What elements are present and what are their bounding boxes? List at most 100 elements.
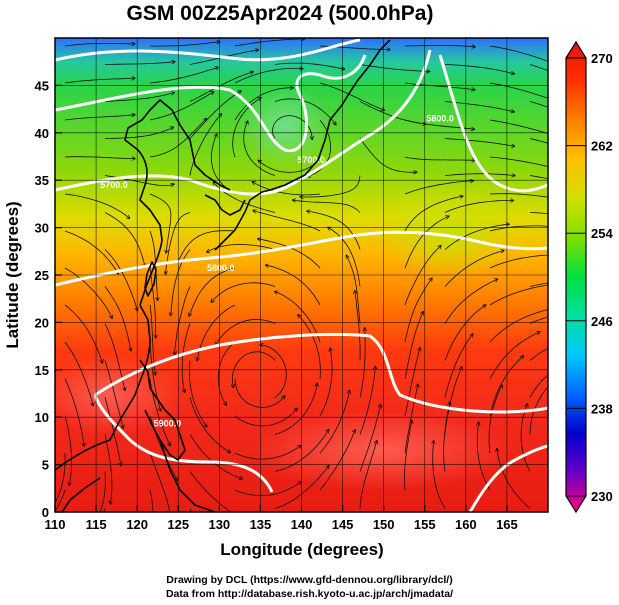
streamline: [149, 489, 154, 512]
y-tick-label: 35: [35, 173, 49, 188]
streamline: [359, 328, 365, 398]
streamline: [443, 402, 450, 472]
y-tick-label: 45: [35, 78, 49, 93]
x-tick-label: 110: [45, 517, 66, 532]
x-tick-label: 150: [373, 517, 395, 532]
x-tick-label: 145: [332, 517, 354, 532]
colorbar-tick-label: 254: [591, 226, 613, 241]
streamline: [300, 175, 361, 198]
y-tick-label: 5: [42, 458, 49, 473]
x-tick-label: 135: [250, 517, 272, 532]
streamline: [444, 334, 473, 398]
streamline: [444, 367, 462, 435]
streamline: [64, 378, 84, 446]
streamline: [64, 230, 118, 274]
streamline: [319, 82, 384, 110]
streamline: [252, 182, 321, 196]
streamline: [274, 62, 345, 69]
streamline: [529, 64, 548, 71]
streamline: [359, 405, 381, 472]
streamline: [149, 267, 156, 338]
y-tick-label: 0: [42, 505, 49, 520]
streamline: [355, 291, 361, 361]
y-tick-label: 30: [35, 221, 49, 236]
y-axis-label: Latitude (degrees): [3, 201, 22, 348]
streamline: [171, 249, 191, 316]
streamline: [234, 445, 301, 460]
streamline: [293, 200, 361, 213]
streamline: [99, 471, 106, 512]
contour-label: 5900.0: [154, 419, 182, 429]
x-tick-label: 165: [496, 517, 518, 532]
streamline: [272, 115, 313, 140]
streamline: [444, 101, 514, 112]
streamline: [274, 98, 336, 125]
streamline: [308, 119, 332, 177]
streamline: [497, 449, 531, 509]
streamline: [489, 284, 548, 306]
streamline: [149, 119, 206, 158]
streamline: [266, 265, 321, 306]
streamline: [189, 267, 236, 316]
streamline: [433, 441, 446, 509]
colorbar-tick-label: 238: [591, 401, 613, 416]
streamline: [489, 356, 523, 417]
streamline: [243, 121, 276, 176]
streamline: [404, 156, 475, 160]
streamline: [253, 211, 321, 232]
height-contours: [55, 38, 548, 512]
x-tick-label: 125: [167, 517, 189, 532]
streamline: [234, 68, 303, 84]
streamline: [234, 39, 305, 47]
streamline: [489, 193, 548, 198]
streamline: [319, 348, 332, 417]
streamline: [319, 430, 355, 491]
streamline: [529, 175, 548, 180]
streamline: [489, 119, 548, 134]
streamline: [232, 98, 261, 158]
y-tick-label: 20: [35, 315, 49, 330]
streamline: [234, 88, 293, 121]
credit-data-source: Data from http://database.rish.kyoto-u.a…: [165, 588, 454, 600]
streamline: [359, 441, 377, 509]
streamline: [64, 267, 112, 318]
x-tick-label: 155: [414, 517, 436, 532]
x-tick-label: 160: [455, 517, 477, 532]
streamline: [444, 224, 509, 250]
contour-label: 5800.0: [426, 113, 454, 123]
streamline: [529, 374, 548, 398]
streamline: [529, 316, 548, 324]
streamline: [403, 421, 412, 491]
streamline: [149, 42, 220, 47]
streamline: [307, 211, 361, 250]
colorbar-ticks: 270 262 254 246 238 230: [566, 51, 613, 504]
streamline: [64, 156, 135, 159]
streamline: [179, 230, 236, 262]
contour-labels: 5700.0 5700.0 5800.0 5800.0 5900.0: [100, 113, 454, 428]
streamline: [104, 212, 145, 267]
streamline: [189, 397, 230, 453]
streamline: [489, 45, 548, 62]
streamline: [189, 114, 221, 176]
streamline: [529, 138, 548, 144]
streamline: [529, 212, 548, 215]
streamline: [489, 254, 548, 269]
streamline: [104, 249, 137, 311]
contour-label: 5700.0: [100, 180, 128, 190]
streamline: [404, 348, 420, 417]
streamline: [104, 360, 123, 429]
streamline: [189, 471, 233, 512]
streamline: [55, 489, 66, 512]
streamline: [444, 174, 515, 176]
streamline: [488, 385, 502, 454]
lat-lon-grid: [55, 38, 548, 512]
streamline: [275, 292, 321, 343]
y-tick-label: 25: [35, 268, 49, 283]
x-tick-label: 115: [86, 517, 107, 532]
streamline: [189, 91, 241, 139]
streamline: [346, 255, 361, 324]
credit-dcl: Drawing by DCL (https://www.gfd-dennou.o…: [166, 574, 453, 586]
contour-label: 5800.0: [207, 263, 235, 273]
streamline: [520, 404, 531, 472]
